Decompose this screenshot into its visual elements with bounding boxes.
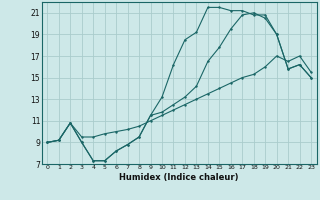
X-axis label: Humidex (Indice chaleur): Humidex (Indice chaleur) (119, 173, 239, 182)
